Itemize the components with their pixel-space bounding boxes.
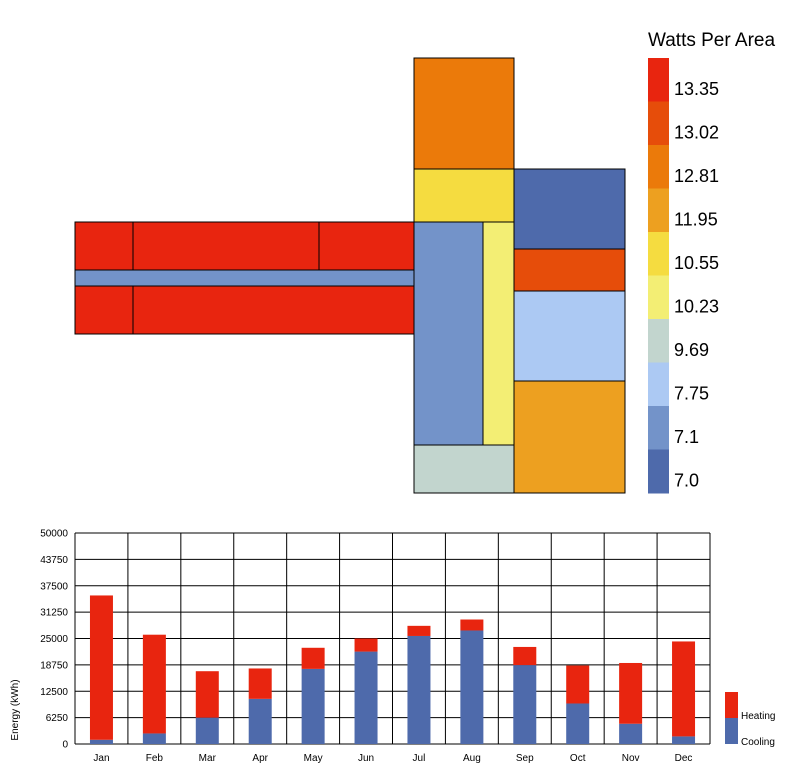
zone-east-middle <box>513 290 626 382</box>
legend-title: Watts Per Area <box>648 30 776 51</box>
bar-heating <box>301 647 325 669</box>
y-tick-label: 50000 <box>40 529 68 540</box>
x-axis-ticks: Jan Feb Mar Apr May Jun Jul Aug Sep Oct Nov Dec <box>93 753 692 764</box>
x-tick-label: Apr <box>252 753 268 764</box>
legend-label-cooling: Cooling <box>741 737 775 748</box>
bar-cooling <box>460 630 484 744</box>
bar-heating <box>354 638 378 652</box>
bar-cooling <box>301 668 325 744</box>
legend-label: 7.0 <box>674 471 699 491</box>
x-tick-label: Nov <box>622 753 640 764</box>
legend-label: 12.81 <box>674 166 719 186</box>
legend-label: 10.23 <box>674 297 719 317</box>
bar-heating <box>672 641 696 737</box>
legend-swatch <box>648 275 669 320</box>
legend-swatch <box>648 145 669 189</box>
x-tick-label: Sep <box>516 753 534 764</box>
x-tick-label: May <box>304 753 323 764</box>
zone-east-north <box>513 168 626 250</box>
legend-swatch <box>648 362 669 407</box>
legend-swatch <box>648 232 669 276</box>
bar-cooling <box>354 651 378 744</box>
zone-central-hall <box>413 221 484 446</box>
y-tick-label: 12500 <box>40 687 68 698</box>
x-tick-label: Feb <box>146 753 164 764</box>
legend-swatch <box>648 319 669 363</box>
bar-heating <box>513 646 537 666</box>
legend-swatch <box>648 58 669 102</box>
bar-heating <box>460 619 484 631</box>
bar-cooling <box>513 665 537 744</box>
x-tick-label: Mar <box>199 753 217 764</box>
y-tick-label: 6250 <box>46 713 69 724</box>
bar-heating <box>89 595 113 740</box>
zone-north-lobby <box>413 168 515 223</box>
x-tick-label: Jul <box>413 753 426 764</box>
x-tick-label: Aug <box>463 753 481 764</box>
x-tick-label: Jan <box>93 753 109 764</box>
zone-west-wing-north <box>74 221 415 271</box>
legend-swatch <box>648 406 669 450</box>
legend-label: 9.69 <box>674 340 709 360</box>
bar-cooling <box>672 736 696 744</box>
y-tick-label: 25000 <box>40 634 68 645</box>
zone-east-service <box>513 248 626 292</box>
bar-heating <box>195 671 219 718</box>
legend-swatch-heating <box>725 692 738 718</box>
bar-cooling <box>407 635 431 744</box>
legend-label: 11.95 <box>674 210 718 230</box>
zone-east-south <box>513 380 626 494</box>
x-tick-label: Dec <box>675 753 693 764</box>
bar-cooling <box>248 698 272 744</box>
zone-south-room <box>413 444 515 494</box>
legend-label: 13.02 <box>674 123 719 143</box>
legend-label: 10.55 <box>674 253 719 273</box>
chart-grid <box>74 532 711 745</box>
bar-cooling <box>142 733 166 744</box>
y-axis-label: Energy (kWh) <box>10 679 21 740</box>
chart-legend: Heating Cooling <box>725 692 775 748</box>
bar-cooling <box>566 703 590 744</box>
y-tick-label: 0 <box>62 740 68 751</box>
bar-heating <box>619 662 643 724</box>
bar-cooling <box>195 717 219 744</box>
bar-heating <box>566 665 590 704</box>
bar-heating <box>142 634 166 734</box>
legend-label: 13.35 <box>674 79 719 99</box>
y-axis-ticks: 0 6250 12500 18750 25000 31250 37500 43750 50000 <box>40 529 68 751</box>
legend-label: 7.1 <box>674 427 699 447</box>
y-tick-label: 31250 <box>40 608 68 619</box>
y-tick-label: 18750 <box>40 660 68 671</box>
legend-swatch <box>648 449 669 494</box>
legend-label-heating: Heating <box>741 711 775 722</box>
legend-swatch <box>648 188 669 233</box>
x-tick-label: Oct <box>570 753 586 764</box>
bar-heating <box>407 625 431 636</box>
color-scale-legend: 13.35 13.02 12.81 11.95 10.55 10.23 9.69 7.75 7.… <box>648 58 719 494</box>
y-tick-label: 37500 <box>40 581 68 592</box>
x-tick-label: Jun <box>358 753 374 764</box>
legend-label: 7.75 <box>674 384 709 404</box>
bar-heating <box>248 668 272 699</box>
bar-cooling <box>619 723 643 744</box>
zone-west-corridor <box>74 269 415 287</box>
zone-central-strip <box>482 221 515 446</box>
floor-plan-heatmap: 13.35 13.02 12.81 11.95 10.55 10.23 9.69 7.75 7.… <box>74 57 719 494</box>
chart-bars <box>89 595 696 744</box>
legend-swatch <box>648 101 669 146</box>
zone-west-wing-south <box>74 285 415 335</box>
legend-swatch-cooling <box>725 718 738 744</box>
bar-cooling <box>89 739 113 744</box>
zone-north-room <box>413 57 515 170</box>
energy-bar-chart: 0 6250 12500 18750 25000 31250 37500 43750 50000… <box>10 529 775 765</box>
y-tick-label: 43750 <box>40 555 68 566</box>
